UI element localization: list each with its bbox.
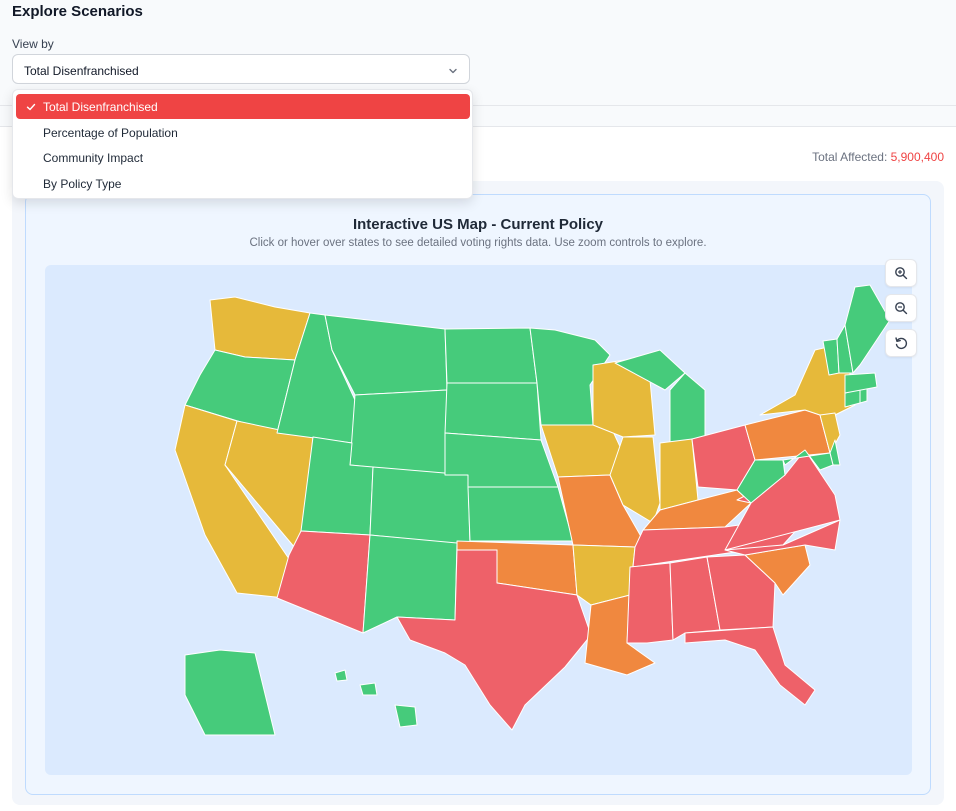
total-affected: Total Affected: 5,900,400 (812, 150, 944, 164)
state-wy[interactable] (349, 389, 448, 476)
state-me[interactable] (844, 284, 891, 374)
option-total-disenfranchised[interactable]: Total Disenfranchised (16, 94, 470, 119)
state-nc[interactable] (724, 519, 841, 556)
state-tx[interactable] (396, 549, 592, 731)
state-nd[interactable] (444, 327, 538, 384)
option-label: Total Disenfranchised (43, 100, 158, 114)
view-by-label: View by (12, 37, 54, 51)
state-wv[interactable] (736, 459, 786, 504)
option-label: By Policy Type (43, 177, 122, 191)
reset-view-button[interactable] (885, 329, 917, 357)
state-hi[interactable] (334, 669, 418, 728)
zoom-in-icon (895, 267, 908, 280)
state-va[interactable] (724, 449, 841, 551)
state-ak[interactable] (184, 649, 276, 736)
check-icon (26, 101, 36, 115)
state-ga[interactable] (706, 554, 776, 631)
option-by-policy-type[interactable]: By Policy Type (16, 171, 470, 196)
us-map (45, 265, 912, 775)
zoom-in-button[interactable] (885, 259, 917, 287)
state-wa[interactable] (209, 296, 311, 361)
scenario-controls-panel: Explore Scenarios View by Total Disenfra… (0, 0, 956, 106)
state-pa[interactable] (744, 409, 831, 461)
section-title: Explore Scenarios (12, 3, 143, 20)
state-az[interactable] (276, 530, 371, 634)
state-ks[interactable] (467, 486, 574, 542)
zoom-out-icon (895, 302, 908, 315)
option-label: Percentage of Population (43, 126, 178, 140)
state-mi[interactable] (614, 349, 706, 444)
option-percentage-of-population[interactable]: Percentage of Population (16, 120, 470, 145)
total-affected-label: Total Affected: (812, 150, 891, 164)
state-in[interactable] (659, 438, 699, 511)
view-by-selected-value: Total Disenfranchised (24, 64, 139, 78)
map-subtitle: Click or hover over states to see detail… (249, 237, 707, 249)
zoom-out-button[interactable] (885, 294, 917, 322)
view-by-dropdown-menu: Total Disenfranchised Percentage of Popu… (12, 89, 473, 199)
option-community-impact[interactable]: Community Impact (16, 145, 470, 170)
chevron-down-icon (447, 64, 459, 82)
state-co[interactable] (369, 466, 471, 546)
total-affected-value: 5,900,400 (890, 150, 944, 164)
state-ia[interactable] (540, 424, 624, 478)
state-sd[interactable] (444, 382, 542, 441)
state-ms[interactable] (626, 562, 674, 644)
reset-icon (895, 337, 908, 350)
state-fl[interactable] (684, 626, 816, 706)
state-ri[interactable] (859, 388, 868, 404)
state-mn[interactable] (529, 327, 611, 426)
state-md[interactable] (782, 449, 834, 471)
map-title: Interactive US Map - Current Policy (352, 216, 604, 233)
option-label: Community Impact (43, 151, 144, 165)
state-ma[interactable] (844, 372, 878, 394)
view-by-select[interactable]: Total Disenfranchised (12, 54, 470, 84)
